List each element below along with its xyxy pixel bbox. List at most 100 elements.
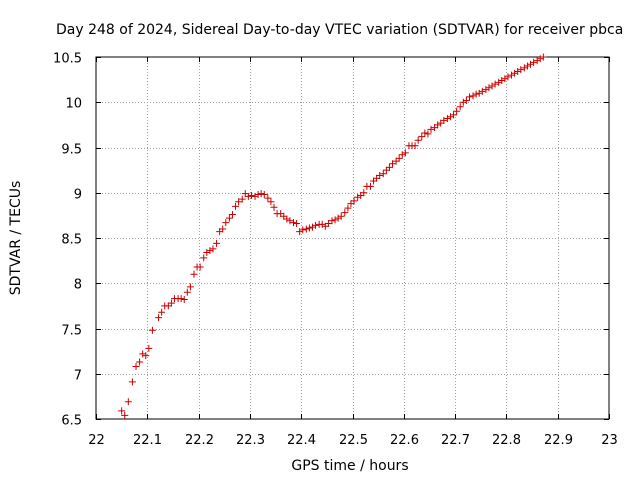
data-point bbox=[501, 75, 509, 83]
data-point bbox=[350, 197, 358, 205]
data-point bbox=[305, 224, 313, 232]
data-point bbox=[376, 172, 384, 180]
x-tick-label: 22.6 bbox=[390, 433, 419, 448]
data-point bbox=[293, 220, 301, 228]
data-point bbox=[478, 87, 486, 95]
data-point bbox=[190, 270, 198, 278]
data-point bbox=[132, 363, 140, 371]
data-point bbox=[148, 326, 156, 334]
y-axis-label: SDTVAR / TECUs bbox=[8, 181, 24, 296]
data-point bbox=[508, 71, 516, 79]
data-point bbox=[139, 350, 147, 358]
data-point bbox=[264, 194, 272, 202]
chart-title: Day 248 of 2024, Sidereal Day-to-day VTE… bbox=[56, 22, 623, 38]
data-point bbox=[462, 96, 470, 104]
data-point bbox=[232, 202, 240, 210]
y-tick-label: 9.5 bbox=[61, 143, 82, 158]
data-point bbox=[421, 129, 429, 137]
data-point bbox=[238, 195, 246, 203]
data-point bbox=[385, 163, 393, 171]
data-point bbox=[533, 57, 541, 65]
data-point bbox=[485, 84, 493, 92]
data-point bbox=[145, 344, 153, 352]
data-point bbox=[209, 245, 217, 253]
y-tick-label: 8.5 bbox=[61, 233, 82, 248]
data-point bbox=[283, 215, 291, 223]
x-tick-label: 22.9 bbox=[544, 433, 573, 448]
data-point bbox=[523, 62, 531, 70]
data-point bbox=[469, 92, 477, 100]
data-point bbox=[354, 193, 362, 201]
data-point bbox=[206, 247, 214, 255]
data-point bbox=[495, 78, 503, 86]
data-point bbox=[401, 149, 409, 157]
data-point bbox=[286, 217, 294, 225]
y-tick-label: 7.5 bbox=[61, 324, 82, 339]
data-point bbox=[299, 226, 307, 234]
x-tick-label: 22.4 bbox=[287, 433, 316, 448]
data-point bbox=[530, 58, 538, 66]
data-point bbox=[167, 299, 175, 307]
data-point bbox=[440, 116, 448, 124]
x-tick-label: 22.3 bbox=[236, 433, 265, 448]
data-point bbox=[200, 254, 208, 262]
x-ticks: 22 22.1 22.2 22.3 22.4 22.5 22.6 22.7 22.8 22.9 23 bbox=[88, 57, 618, 448]
data-point bbox=[219, 225, 227, 233]
data-point bbox=[465, 93, 473, 101]
data-point bbox=[267, 198, 275, 206]
data-point bbox=[213, 239, 221, 247]
data-point bbox=[360, 189, 368, 197]
data-point bbox=[434, 121, 442, 129]
data-point bbox=[395, 154, 403, 162]
data-point bbox=[424, 130, 432, 138]
data-point bbox=[520, 64, 528, 72]
y-tick-label: 8 bbox=[74, 278, 82, 293]
data-point bbox=[331, 216, 339, 224]
data-point bbox=[527, 60, 535, 68]
data-point bbox=[328, 217, 336, 225]
data-point bbox=[498, 77, 506, 85]
data-point bbox=[418, 133, 426, 141]
data-point bbox=[142, 352, 150, 360]
data-point bbox=[235, 198, 243, 206]
data-point bbox=[459, 98, 467, 106]
data-point bbox=[177, 295, 185, 303]
data-point bbox=[247, 191, 255, 199]
data-point bbox=[414, 136, 422, 144]
data-point bbox=[203, 248, 211, 256]
data-point bbox=[453, 107, 461, 115]
x-tick-label: 22 bbox=[88, 433, 105, 448]
data-point bbox=[379, 170, 387, 178]
data-point bbox=[491, 80, 499, 88]
data-point bbox=[450, 111, 458, 119]
data-point bbox=[475, 89, 483, 97]
data-point bbox=[183, 288, 191, 296]
data-point bbox=[472, 90, 480, 98]
data-point bbox=[222, 219, 230, 227]
x-axis-label: GPS time / hours bbox=[291, 458, 408, 474]
data-point bbox=[257, 190, 265, 198]
data-point bbox=[366, 182, 374, 190]
data-point bbox=[511, 69, 519, 77]
data-point bbox=[244, 192, 252, 200]
data-point bbox=[514, 67, 522, 75]
data-point bbox=[456, 103, 464, 111]
data-point bbox=[228, 210, 236, 218]
data-point bbox=[302, 225, 310, 233]
data-point bbox=[482, 86, 490, 94]
x-tick-label: 22.7 bbox=[441, 433, 470, 448]
grid bbox=[96, 57, 609, 419]
data-point bbox=[180, 296, 188, 304]
data-point bbox=[443, 115, 451, 123]
y-tick-label: 9 bbox=[74, 188, 82, 203]
data-point bbox=[118, 407, 126, 415]
data-point bbox=[308, 223, 316, 231]
data-point bbox=[225, 214, 233, 222]
data-point bbox=[155, 314, 163, 322]
data-point bbox=[251, 192, 259, 200]
data-point bbox=[290, 219, 298, 227]
x-tick-label: 22.8 bbox=[492, 433, 521, 448]
data-point bbox=[344, 204, 352, 212]
data-point bbox=[389, 160, 397, 168]
